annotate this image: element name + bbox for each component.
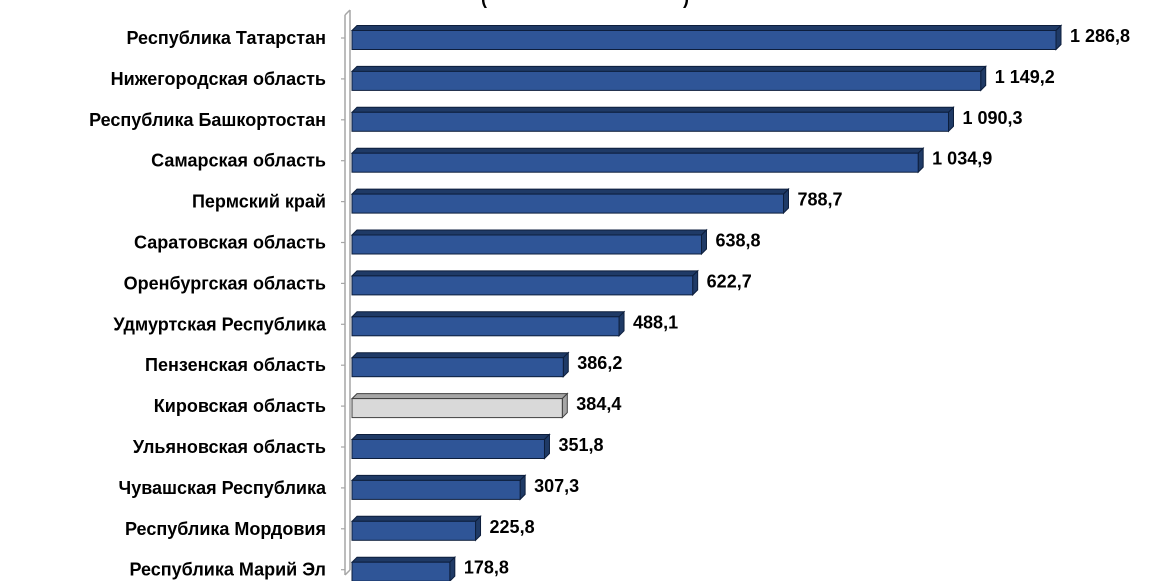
bar-side xyxy=(561,392,568,419)
bar-top xyxy=(350,229,708,236)
value-label: 1 090,3 xyxy=(962,108,1022,128)
value-label: 1 286,8 xyxy=(1070,26,1130,46)
bar xyxy=(351,520,477,541)
category-label: Самарская область xyxy=(151,151,326,171)
bar-side xyxy=(917,146,924,174)
bar-side xyxy=(1055,24,1062,51)
category-label: Ульяновская область xyxy=(133,437,326,457)
value-label: 351,8 xyxy=(558,435,603,455)
category-label: Республика Татарстан xyxy=(126,28,326,48)
bar-side xyxy=(562,351,569,378)
value-label: 638,8 xyxy=(715,231,760,251)
bar xyxy=(351,193,784,214)
axis-cap-top xyxy=(344,9,351,16)
bar-top xyxy=(350,311,626,318)
bar xyxy=(351,398,563,419)
bar-top xyxy=(350,352,570,359)
category-label: Оренбургская область xyxy=(124,273,326,293)
bar-side xyxy=(947,106,954,133)
bar xyxy=(351,152,919,173)
bar-side xyxy=(782,187,789,215)
bar-side xyxy=(519,474,526,501)
value-label: 225,8 xyxy=(490,517,535,537)
value-label: 788,7 xyxy=(797,190,842,210)
bar-side xyxy=(475,515,482,542)
chart-title-end: ) xyxy=(683,0,689,8)
bar-top xyxy=(350,188,790,195)
bars: Республика Татарстан 1 286,8 Нижегородская… xyxy=(89,24,1130,581)
category-axis xyxy=(341,9,351,576)
value-label: 1 034,9 xyxy=(932,149,992,169)
bar-top xyxy=(350,25,1063,31)
bar xyxy=(351,439,545,459)
bar xyxy=(351,111,949,132)
bar xyxy=(351,30,1057,50)
bar xyxy=(351,316,620,337)
value-label: 622,7 xyxy=(707,271,752,291)
category-label: Нижегородская область xyxy=(111,69,326,89)
bar-top xyxy=(350,434,551,440)
bar-side xyxy=(980,65,987,92)
category-label: Республика Мордовия xyxy=(125,519,326,539)
bar-top xyxy=(350,106,955,113)
value-label: 307,3 xyxy=(534,476,579,496)
value-label: 178,8 xyxy=(464,558,509,578)
bar-top xyxy=(350,393,569,400)
bar-side xyxy=(692,269,699,297)
chart-title-start: ( xyxy=(481,0,487,8)
category-label: Пензенская область xyxy=(145,355,326,375)
bar-top xyxy=(350,65,987,72)
bar-side xyxy=(449,555,456,581)
bar-top xyxy=(350,147,925,154)
category-label: Чувашская Республика xyxy=(119,478,327,498)
bar-side xyxy=(618,310,625,338)
axis-cap-bottom xyxy=(344,569,351,576)
value-label: 488,1 xyxy=(633,312,678,332)
category-label: Удмуртская Республика xyxy=(113,314,327,334)
bar xyxy=(351,479,521,500)
bar xyxy=(351,234,702,255)
bar-side xyxy=(543,433,550,460)
category-label: Саратовская область xyxy=(134,233,326,253)
bar-side xyxy=(700,228,707,256)
value-label: 384,4 xyxy=(576,394,621,414)
bar xyxy=(351,70,982,91)
category-label: Республика Башкортостан xyxy=(89,110,326,130)
bar xyxy=(351,357,564,378)
category-label: Республика Марий Эл xyxy=(129,560,326,580)
value-label: 1 149,2 xyxy=(995,67,1055,87)
value-label: 386,2 xyxy=(577,353,622,373)
bar xyxy=(351,561,451,581)
bar xyxy=(351,275,694,296)
bar-top xyxy=(350,270,699,277)
category-label: Пермский край xyxy=(192,192,326,212)
bar-top xyxy=(350,515,482,522)
bar-top xyxy=(350,556,457,563)
category-label: Кировская область xyxy=(154,396,326,416)
bar-top xyxy=(350,474,527,481)
